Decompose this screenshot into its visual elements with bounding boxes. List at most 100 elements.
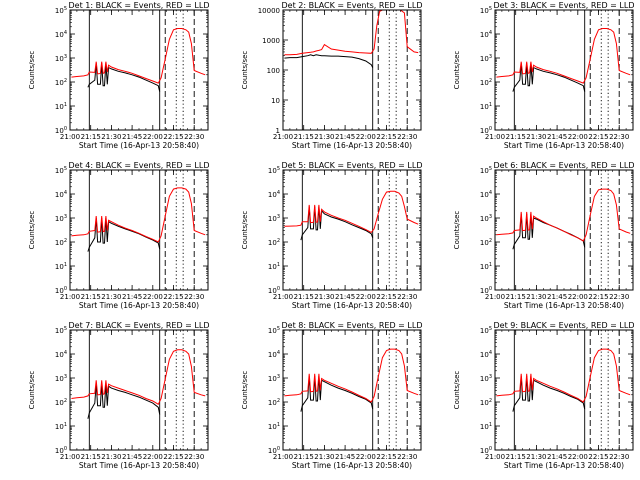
- y-tick-label: 105: [480, 6, 492, 15]
- x-tick-label: 21:45: [547, 133, 567, 141]
- y-tick-label: 101: [55, 102, 67, 111]
- x-tick-label: 22:15: [588, 133, 608, 141]
- x-axis-label: Start Time (16-Apr-13 20:58:40): [292, 461, 412, 470]
- x-tick-label: 21:00: [485, 293, 505, 301]
- plot-frame: [282, 169, 422, 291]
- y-tick-label: 100: [55, 126, 67, 135]
- y-tick-label: 102: [268, 238, 280, 247]
- x-tick-label: 22:00: [568, 293, 588, 301]
- x-tick-label: 21:15: [506, 133, 526, 141]
- y-axis-label: Counts/sec: [241, 51, 249, 90]
- y-tick-label: 104: [480, 190, 492, 199]
- y-tick-label: 105: [55, 6, 67, 15]
- x-tick-label: 21:45: [547, 293, 567, 301]
- y-tick-label: 101: [480, 262, 492, 271]
- x-tick-label: 22:15: [588, 293, 608, 301]
- series-line-lld: [71, 349, 206, 406]
- x-tick-label: 22:15: [163, 293, 183, 301]
- x-tick-label: 21:45: [122, 293, 142, 301]
- x-tick-label: 22:00: [143, 293, 163, 301]
- x-tick-label: 22:15: [376, 453, 396, 461]
- y-tick-label: 102: [480, 398, 492, 407]
- y-tick-label: 100: [55, 286, 67, 295]
- x-axis-label: Start Time (16-Apr-13 20:58:40): [79, 301, 199, 310]
- y-axis-label: Counts/sec: [453, 211, 461, 250]
- y-tick-label: 104: [55, 350, 67, 359]
- y-axis-label: Counts/sec: [28, 371, 36, 410]
- y-tick-label: 105: [480, 326, 492, 335]
- x-tick-label: 22:30: [184, 293, 204, 301]
- y-tick-label: 10: [271, 97, 280, 105]
- x-tick-label: 21:00: [60, 453, 80, 461]
- x-tick-label: 21:15: [506, 293, 526, 301]
- series-line-events: [87, 63, 161, 92]
- x-tick-label: 22:15: [163, 453, 183, 461]
- x-tick-label: 21:30: [526, 293, 546, 301]
- plot-frame: [494, 329, 634, 451]
- series-line-events: [284, 54, 374, 68]
- y-tick-label: 10000: [258, 7, 280, 15]
- series-line-lld: [496, 348, 631, 403]
- x-tick-label: 22:00: [143, 453, 163, 461]
- series-line-lld: [284, 10, 419, 56]
- y-axis-label: Counts/sec: [28, 211, 36, 250]
- plot-frame: [282, 329, 422, 451]
- y-tick-label: 101: [268, 422, 280, 431]
- detector-panel-4: Det 4: BLACK = Events, RED = LLD 100 101 10…: [28, 161, 209, 310]
- plot-frame: [69, 169, 209, 291]
- y-tick-label: 103: [55, 54, 67, 63]
- x-tick-label: 21:30: [526, 453, 546, 461]
- x-tick-label: 22:00: [568, 133, 588, 141]
- x-tick-label: 22:00: [356, 133, 376, 141]
- plot-frame: [494, 9, 634, 131]
- x-tick-label: 22:00: [568, 453, 588, 461]
- x-axis-label: Start Time (16-Apr-13 20:58:40): [504, 301, 624, 310]
- y-tick-label: 104: [480, 30, 492, 39]
- x-tick-label: 22:30: [397, 133, 417, 141]
- y-tick-label: 101: [480, 422, 492, 431]
- x-tick-label: 22:30: [397, 453, 417, 461]
- x-tick-label: 21:15: [294, 133, 314, 141]
- y-tick-label: 100: [480, 446, 492, 455]
- x-tick-label: 21:30: [314, 293, 334, 301]
- x-axis-label: Start Time (16-Apr-13 20:58:40): [79, 141, 199, 150]
- y-tick-label: 101: [480, 102, 492, 111]
- y-tick-label: 104: [55, 190, 67, 199]
- y-tick-label: 102: [480, 238, 492, 247]
- x-tick-label: 22:30: [609, 133, 629, 141]
- detector-panel-9: Det 9: BLACK = Events, RED = LLD 100 101 10…: [453, 321, 634, 470]
- y-tick-label: 1000: [262, 37, 280, 45]
- series-line-lld: [284, 348, 419, 403]
- y-axis-label: Counts/sec: [241, 211, 249, 250]
- panel-title: Det 9: BLACK = Events, RED = LLD: [494, 321, 635, 330]
- y-tick-label: 103: [55, 374, 67, 383]
- x-tick-label: 21:45: [122, 453, 142, 461]
- x-tick-label: 21:30: [101, 133, 121, 141]
- y-tick-label: 100: [480, 126, 492, 135]
- panel-title: Det 5: BLACK = Events, RED = LLD: [282, 161, 423, 170]
- x-tick-label: 22:00: [356, 453, 376, 461]
- panel-title: Det 7: BLACK = Events, RED = LLD: [69, 321, 210, 330]
- y-tick-label: 104: [268, 350, 280, 359]
- y-tick-label: 100: [268, 286, 280, 295]
- y-tick-label: 102: [480, 78, 492, 87]
- y-axis-label: Counts/sec: [453, 51, 461, 90]
- y-tick-label: 105: [268, 166, 280, 175]
- detector-panel-8: Det 8: BLACK = Events, RED = LLD 100 101 10…: [241, 321, 422, 470]
- x-tick-label: 21:30: [314, 453, 334, 461]
- x-tick-label: 21:45: [335, 293, 355, 301]
- x-tick-label: 22:15: [376, 133, 396, 141]
- x-tick-label: 21:45: [335, 133, 355, 141]
- x-tick-label: 21:45: [547, 453, 567, 461]
- y-tick-label: 104: [55, 30, 67, 39]
- series-line-lld: [496, 28, 631, 84]
- x-tick-label: 22:00: [143, 133, 163, 141]
- x-tick-label: 22:15: [588, 453, 608, 461]
- y-tick-label: 100: [480, 286, 492, 295]
- y-tick-label: 104: [268, 190, 280, 199]
- x-tick-label: 22:30: [609, 453, 629, 461]
- y-tick-label: 103: [480, 54, 492, 63]
- plot-frame: [282, 9, 422, 131]
- x-tick-label: 21:00: [273, 133, 293, 141]
